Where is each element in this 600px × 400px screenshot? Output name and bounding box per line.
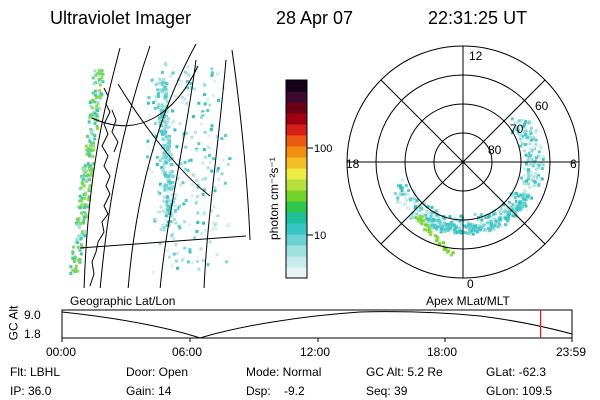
coastline — [89, 87, 111, 287]
mlt-meridian — [380, 79, 546, 245]
colorbar-swatch — [286, 245, 307, 257]
altitude-curve — [61, 311, 573, 339]
altitude-xtick: 00:00 — [46, 345, 77, 359]
glat-info: GLat: -62.3 — [486, 365, 547, 379]
colorbar-swatch — [286, 91, 307, 103]
colorbar-swatch — [286, 256, 307, 268]
date-label: 28 Apr 07 — [276, 8, 354, 28]
apex-label: Apex MLat/MLT — [426, 294, 510, 308]
ip-info: IP: 36.0 — [10, 384, 52, 398]
altitude-xtick: 06:00 — [172, 345, 203, 359]
colorbar-swatch — [286, 157, 307, 169]
latitude-line — [117, 83, 211, 197]
filter-info: Flt: LBHL — [10, 365, 61, 379]
lat-label: 70 — [510, 122, 524, 136]
colorbar-swatch — [286, 168, 307, 180]
instrument-title: Ultraviolet Imager — [50, 8, 192, 28]
glon-info: GLon: 109.5 — [486, 384, 553, 398]
meridian-line — [127, 43, 197, 288]
door-info: Door: Open — [126, 365, 189, 379]
altitude-ytick: 1.8 — [24, 327, 41, 341]
colorbar-swatch — [286, 135, 307, 147]
colorbar-swatch — [286, 201, 307, 213]
polar-panel: 12 18 6 0 60 70 80 — [346, 45, 580, 291]
colorbar-swatch — [286, 223, 307, 235]
altitude-xtick: 23:59 — [556, 345, 587, 359]
meridian-line — [203, 59, 227, 288]
colorbar-tick: 10 — [314, 230, 326, 242]
mlt-label: 12 — [469, 49, 483, 63]
latitude-line — [91, 65, 199, 127]
geographic-panel — [69, 43, 251, 288]
colorbar-swatch — [286, 179, 307, 191]
altitude-plot — [61, 309, 573, 342]
colorbar: 100 10 photon cm⁻²s⁻¹ — [267, 79, 332, 279]
meridian-line — [231, 49, 251, 241]
lat-label: 80 — [488, 143, 502, 157]
colorbar-swatch — [286, 234, 307, 246]
colorbar-swatch — [286, 113, 307, 125]
mode-info: Mode: Normal — [246, 365, 322, 379]
latitude-line — [79, 235, 247, 249]
meridian-line — [159, 59, 197, 288]
geographic-label: Geographic Lat/Lon — [70, 294, 176, 308]
mlt-label: 6 — [570, 157, 577, 171]
colorbar-swatch — [286, 102, 307, 114]
altitude-xtick: 12:00 — [300, 345, 331, 359]
colorbar-swatch — [286, 80, 307, 92]
colorbar-swatch — [286, 212, 307, 224]
mlt-label: 18 — [346, 157, 360, 171]
colorbar-swatch — [286, 190, 307, 202]
mlt-label: 0 — [467, 277, 474, 291]
coastline — [111, 109, 119, 153]
dsp-info: Dsp: -9.2 — [246, 384, 305, 398]
colorbar-swatch — [286, 267, 307, 279]
lat-label: 60 — [535, 99, 549, 113]
meridian-line — [99, 45, 151, 288]
gain-info: Gain: 14 — [126, 384, 172, 398]
polar-aurora-image — [393, 117, 545, 257]
seq-info: Seq: 39 — [366, 384, 408, 398]
colorbar-swatch — [286, 124, 307, 136]
time-label: 22:31:25 UT — [428, 8, 528, 28]
colorbar-label: photon cm⁻²s⁻¹ — [267, 157, 281, 240]
altitude-xtick: 18:00 — [427, 345, 458, 359]
gc-alt-info: GC Alt: 5.2 Re — [366, 365, 443, 379]
altitude-ytick: 9.0 — [24, 308, 41, 322]
colorbar-swatch — [286, 146, 307, 158]
colorbar-tick: 100 — [314, 143, 332, 155]
altitude-ylabel: GC Alt — [6, 305, 21, 341]
